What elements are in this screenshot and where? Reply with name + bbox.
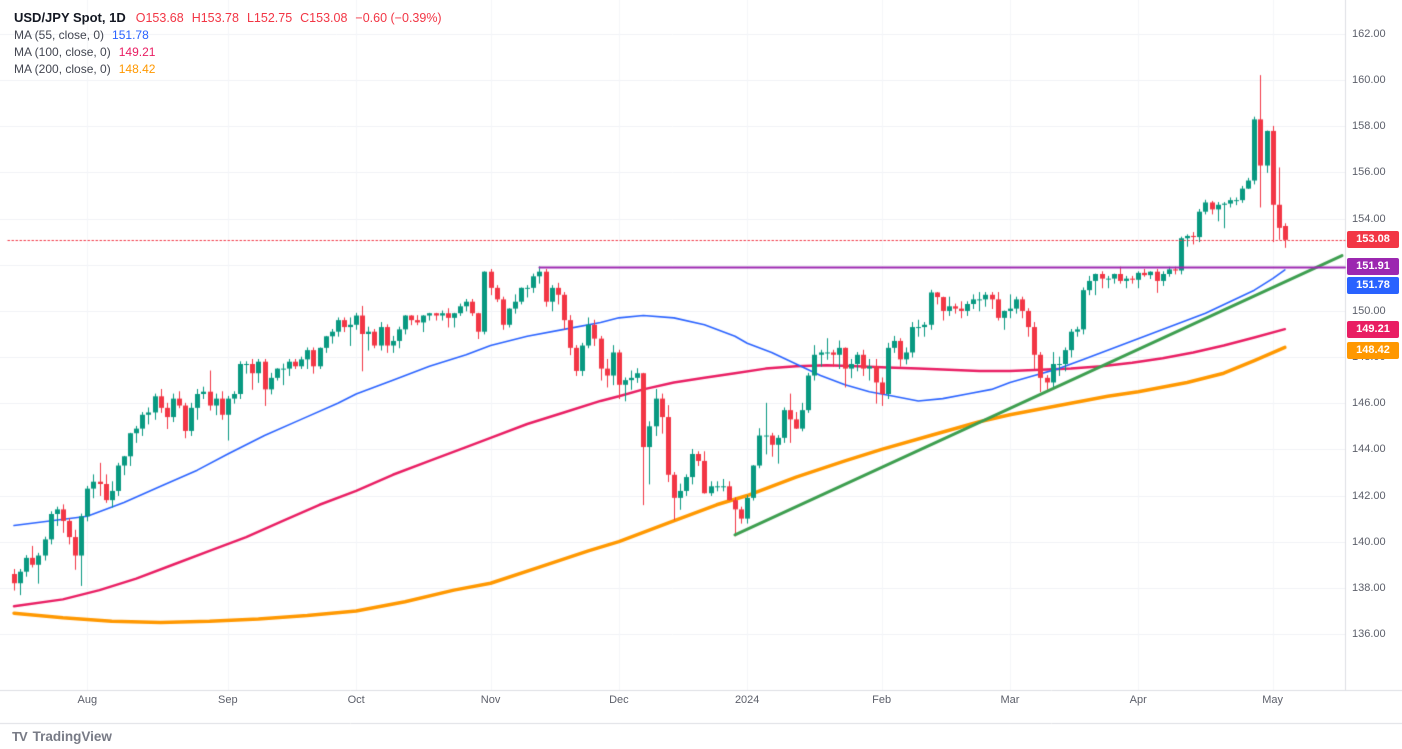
symbol-title[interactable]: USD/JPY Spot, 1D: [14, 10, 126, 25]
y-axis-tick: 156.00: [1352, 166, 1386, 179]
change-value: −0.60 (−0.39%): [355, 11, 442, 25]
y-axis-tick: 150.00: [1352, 304, 1386, 317]
x-axis-tick: Aug: [77, 694, 98, 706]
y-axis-tick: 158.00: [1352, 120, 1386, 133]
x-axis-tick: Dec: [609, 694, 629, 706]
x-axis-tick: Sep: [218, 694, 238, 706]
low-value: L152.75: [246, 11, 293, 25]
x-axis-tick: Apr: [1129, 694, 1147, 706]
price-tag: 148.42: [1347, 341, 1399, 359]
ma200-value: 148.42: [118, 62, 156, 76]
tradingview-wordmark: TradingView: [32, 729, 112, 744]
high-value: H153.78: [191, 11, 239, 25]
ma200-legend-row[interactable]: MA (200, close, 0) 148.42: [14, 63, 442, 76]
x-axis-tick: Feb: [872, 694, 892, 706]
x-axis-tick: 2024: [734, 694, 760, 706]
y-axis-tick: 138.00: [1352, 581, 1386, 594]
x-axis-tick: May: [1262, 694, 1284, 706]
ma200-label: MA (200, close, 0): [14, 62, 111, 76]
chart-legend: USD/JPY Spot, 1D O153.68 H153.78 L152.75…: [14, 10, 442, 76]
price-tag: 149.21: [1347, 320, 1399, 338]
x-axis-tick: Oct: [347, 694, 365, 706]
close-value: C153.08: [300, 11, 348, 25]
ma100-value: 149.21: [118, 45, 156, 59]
ohlc-values: O153.68 H153.78 L152.75 C153.08 −0.60 (−…: [136, 11, 442, 25]
ma55-label: MA (55, close, 0): [14, 28, 105, 42]
price-tag: 151.78: [1347, 277, 1399, 295]
y-axis-tick: 142.00: [1352, 489, 1386, 502]
y-axis-tick: 162.00: [1352, 28, 1386, 40]
y-axis-tick: 160.00: [1352, 74, 1386, 87]
price-tag: 151.91: [1347, 258, 1399, 276]
y-axis-tick: 146.00: [1352, 397, 1386, 410]
x-axis-tick: Mar: [1000, 694, 1020, 706]
x-axis-tick: Nov: [480, 694, 501, 706]
y-axis-tick: 154.00: [1352, 212, 1386, 225]
ma100-legend-row[interactable]: MA (100, close, 0) 149.21: [14, 46, 442, 59]
y-axis-tick: 144.00: [1352, 443, 1386, 456]
tradingview-logo[interactable]: TV TradingView: [12, 729, 112, 744]
ma100-label: MA (100, close, 0): [14, 45, 111, 59]
y-axis-tick: 140.00: [1352, 535, 1386, 548]
open-value: O153.68: [135, 11, 184, 25]
y-axis-tick: 136.00: [1352, 628, 1386, 640]
price-tag: 153.08: [1347, 231, 1399, 249]
ma55-legend-row[interactable]: MA (55, close, 0) 151.78: [14, 29, 442, 42]
ma55-value: 151.78: [112, 28, 149, 42]
tradingview-glyph-icon: TV: [12, 729, 28, 744]
